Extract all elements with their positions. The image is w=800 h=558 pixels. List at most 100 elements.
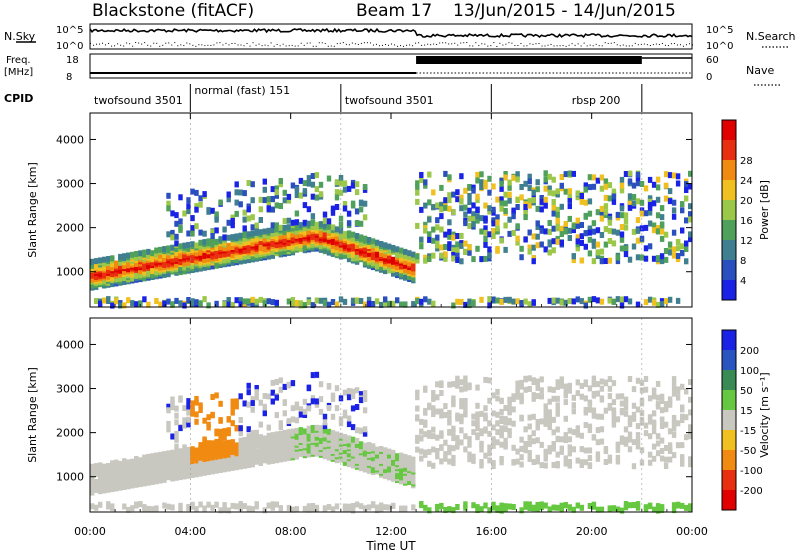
range-cell [463, 220, 468, 227]
range-cell [495, 411, 500, 418]
range-cell [270, 222, 275, 229]
range-cell [647, 201, 653, 208]
cpid-segment-label: twofsound 3501 [345, 94, 434, 107]
range-cell [503, 426, 508, 433]
range-cell [182, 302, 187, 309]
range-cell [222, 440, 227, 447]
nsearch-point [330, 45, 332, 47]
range-cell [631, 402, 637, 409]
nsky-tick-top: 10^5 [56, 25, 83, 36]
nsky-tick-bottom: 10^0 [56, 41, 83, 52]
range-cell [491, 410, 496, 417]
range-cell [459, 198, 464, 205]
range-cell [214, 430, 219, 437]
range-cell [543, 196, 548, 203]
nsearch-point [120, 44, 122, 46]
range-cell [178, 300, 183, 307]
nsearch-point [315, 45, 317, 47]
range-cell [623, 251, 629, 258]
range-cell [435, 453, 440, 460]
range-cell [559, 174, 564, 180]
range-cell [611, 298, 617, 305]
range-cell [254, 385, 259, 391]
range-cell [246, 231, 251, 238]
range-cell [342, 180, 348, 187]
range-cell [166, 407, 171, 414]
range-cell [567, 382, 572, 389]
range-cell [415, 389, 420, 396]
range-cell [667, 401, 673, 408]
range-cell [459, 403, 464, 410]
nave-tick-bottom: 0 [706, 72, 712, 83]
range-cell [210, 504, 215, 511]
freq-band [416, 56, 642, 64]
range-cell [455, 241, 460, 248]
range-cell [688, 503, 693, 510]
nsearch-point [589, 44, 591, 46]
range-cell [507, 296, 512, 303]
range-cell [475, 171, 480, 178]
range-cell [619, 224, 625, 230]
range-cell [282, 429, 287, 436]
nsearch-point [451, 43, 453, 45]
range-cell [194, 203, 199, 210]
range-cell [619, 212, 625, 219]
range-cell [491, 233, 496, 239]
range-cell [102, 297, 107, 304]
nave-tick-top: 60 [706, 55, 719, 66]
range-cell [202, 448, 207, 454]
range-cell [318, 396, 324, 403]
range-cell [250, 400, 255, 407]
nsearch-point [469, 45, 471, 47]
range-cell [110, 302, 115, 309]
range-cell [387, 300, 392, 307]
nsearch-point [156, 42, 158, 44]
range-cell [439, 380, 444, 387]
range-cell [234, 210, 239, 217]
range-cell [310, 241, 316, 248]
range-cell [595, 177, 601, 184]
range-cell [471, 211, 476, 218]
range-cell [475, 422, 480, 429]
range-cell [595, 390, 601, 397]
range-cell [499, 237, 504, 244]
range-cell [463, 446, 468, 453]
colorbar-swatch [722, 240, 736, 261]
cpid-segment-label: rbsp 200 [572, 94, 621, 107]
range-cell [314, 424, 320, 431]
range-cell [684, 434, 689, 441]
nsearch-point [490, 45, 492, 47]
range-cell [354, 252, 360, 259]
range-cell [523, 211, 528, 217]
range-cell [142, 504, 147, 511]
range-cell [258, 399, 263, 406]
range-cell [531, 504, 536, 511]
range-cell [234, 398, 239, 405]
date-range: 13/Jun/2015 - 14/Jun/2015 [453, 1, 676, 21]
range-cell [603, 194, 609, 201]
range-cell [254, 501, 259, 508]
nsearch-point [400, 45, 402, 47]
range-cell [563, 171, 568, 178]
range-cell [607, 215, 613, 222]
colorbar-swatch [722, 490, 736, 511]
range-cell [174, 431, 179, 437]
range-cell [615, 254, 621, 261]
range-cell [511, 420, 516, 427]
x-axis-ticks: 00:00 04:00 08:00 12:00 16:00 20:00 00:00 [74, 113, 708, 538]
range-cell [342, 412, 348, 419]
range-cell [591, 412, 597, 419]
range-cell [330, 395, 336, 402]
range-cell [483, 255, 488, 262]
range-cell [431, 446, 436, 453]
range-cell [439, 206, 444, 213]
nsearch-point [117, 43, 119, 45]
range-cell [483, 452, 488, 459]
range-cell [475, 384, 480, 391]
range-cell [595, 427, 601, 434]
range-cell [302, 219, 308, 226]
range-cell [186, 230, 191, 237]
range-cell [507, 428, 512, 435]
range-cell [403, 473, 408, 480]
range-cell [615, 211, 621, 218]
